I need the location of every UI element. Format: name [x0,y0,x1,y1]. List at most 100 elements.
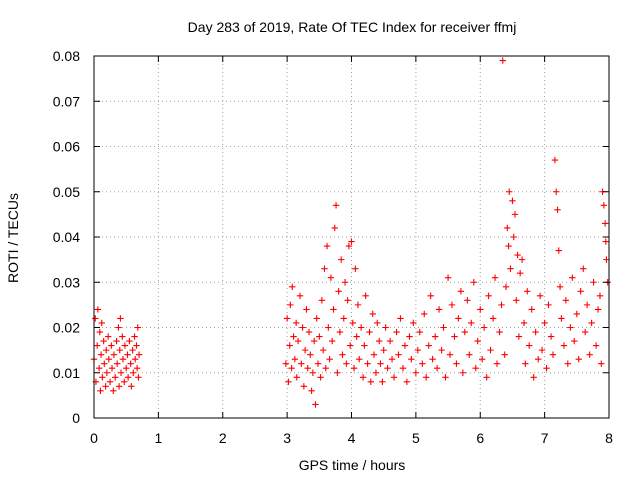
y-tick-label: 0.01 [53,365,80,381]
x-tick-label: 1 [154,430,162,446]
data-point [468,319,475,327]
data-point [485,292,492,300]
data-point [312,401,319,408]
data-point [362,292,369,300]
data-point [464,297,471,304]
data-point [352,265,359,272]
data-point [289,283,296,290]
x-tick-label: 3 [283,430,291,446]
data-point [127,360,134,367]
data-point [513,297,520,304]
x-tick-labels: 0 1 2 3 4 5 6 7 8 [90,430,613,446]
data-point [300,383,308,390]
x-axis-label: GPS time / hours [299,457,406,473]
x-tick-label: 8 [605,430,613,446]
data-point [113,360,121,367]
data-point [590,279,597,286]
data-point [414,346,422,354]
data-point [135,351,143,358]
data-point [94,306,102,313]
data-point [416,328,423,336]
data-point [341,279,349,286]
data-point [555,247,562,254]
data-point [600,202,608,209]
data-point [564,360,571,367]
axis-ticks [93,55,610,419]
x-tick-label: 0 [90,430,98,446]
data-point [401,342,409,349]
data-point [96,328,103,336]
data-point [131,333,138,340]
data-point [596,292,604,300]
data-point [377,360,384,367]
data-point [318,297,326,304]
data-point [310,337,318,345]
data-point [292,319,300,327]
data-point [598,360,605,367]
data-point [592,342,600,349]
data-point [313,315,320,322]
data-point [319,346,327,354]
data-point [299,324,306,331]
data-point [554,206,561,214]
data-point [425,342,432,349]
data-point [515,333,523,340]
data-point [298,360,305,367]
data-point [103,346,110,354]
data-point [583,301,591,309]
data-point [489,315,497,322]
data-point [356,355,363,363]
data-point [520,319,528,327]
data-point [285,378,292,385]
data-point [480,324,488,331]
data-point [112,374,119,381]
data-point [135,374,142,381]
data-point [408,355,415,363]
data-point [588,319,595,327]
data-point [294,337,302,345]
data-point [336,328,344,336]
data-point [317,374,324,381]
data-point [455,315,462,322]
data-point [453,360,460,367]
data-point [104,333,112,340]
data-point [287,301,294,309]
data-point [367,378,375,385]
x-tick-label: 7 [541,430,549,446]
data-point [305,328,313,336]
data-point [536,292,544,300]
y-tick-label: 0.07 [53,93,80,109]
data-point [594,306,602,313]
data-point [344,297,351,304]
data-point [375,337,383,345]
data-point [487,346,494,354]
data-point [522,360,529,367]
data-point [581,328,589,336]
data-point [510,233,517,241]
data-point [380,346,387,354]
data-point [326,355,333,363]
data-point [549,351,557,358]
data-point [379,378,386,385]
data-point [440,324,447,331]
data-point [543,365,550,372]
data-point [323,242,331,250]
data-point [446,351,454,358]
data-point [328,337,336,345]
data-point [124,351,131,358]
data-point [133,342,140,349]
data-point [466,351,473,358]
grid-lines [94,56,609,418]
data-point [534,355,542,363]
y-tick-label: 0.06 [53,139,80,155]
data-point [110,387,117,395]
data-point [116,346,123,354]
data-point [322,365,329,372]
data-point [103,369,111,376]
data-point [562,297,570,304]
data-point [397,315,404,322]
data-point [97,351,105,358]
data-point [406,333,413,340]
data-point [119,355,127,363]
data-point [339,351,346,358]
